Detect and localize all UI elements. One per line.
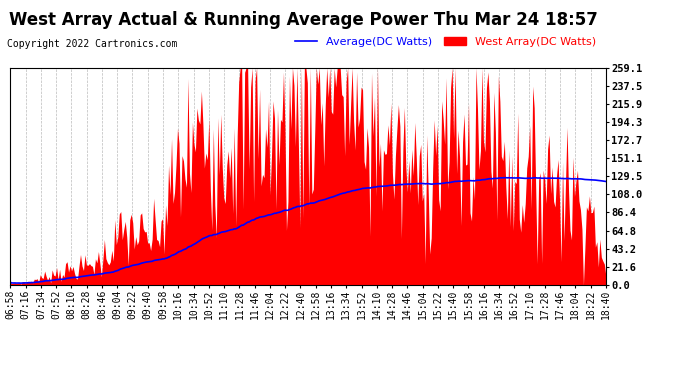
Text: West Array Actual & Running Average Power Thu Mar 24 18:57: West Array Actual & Running Average Powe… (9, 11, 598, 29)
Legend: Average(DC Watts), West Array(DC Watts): Average(DC Watts), West Array(DC Watts) (290, 33, 600, 52)
Text: Copyright 2022 Cartronics.com: Copyright 2022 Cartronics.com (7, 39, 177, 50)
